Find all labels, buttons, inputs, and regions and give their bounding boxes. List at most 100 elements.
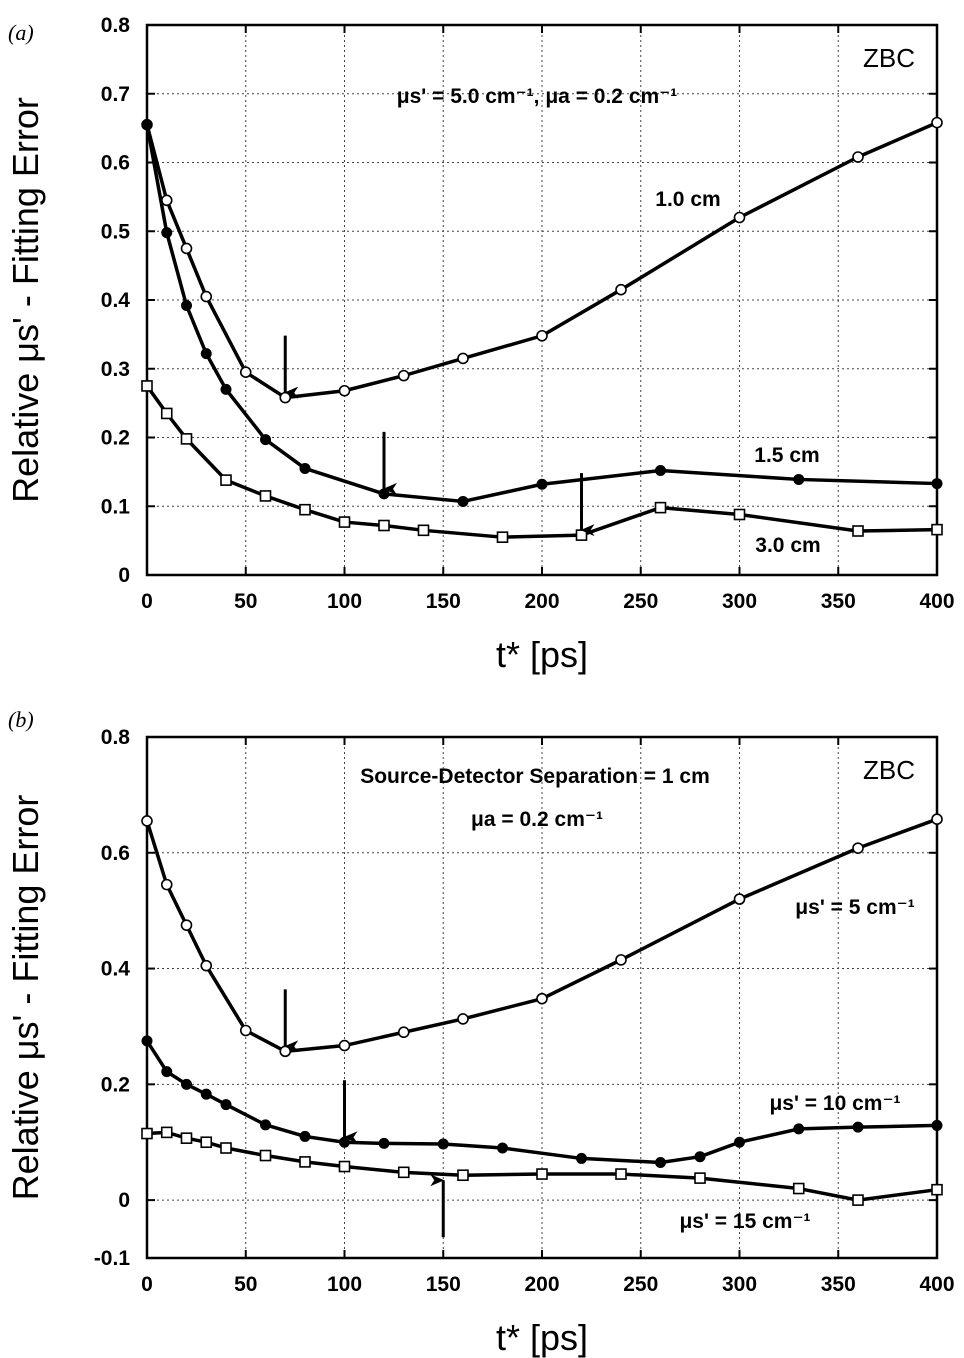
data-point: [378, 488, 390, 500]
data-point: [733, 893, 746, 905]
data-point: [852, 525, 864, 537]
y-tick-label: -0.1: [94, 1247, 131, 1270]
data-point: [931, 523, 943, 536]
boundary-condition-label: ZBC: [863, 43, 915, 73]
data-point: [200, 959, 213, 972]
series-1: [141, 116, 943, 404]
data-point: [576, 1152, 587, 1164]
data-point: [200, 348, 212, 360]
data-point: [536, 329, 548, 342]
x-tick-label: 50: [234, 1273, 257, 1296]
data-point: [931, 478, 943, 490]
data-point: [497, 1142, 508, 1154]
data-point: [220, 383, 232, 395]
data-point: [536, 478, 548, 490]
data-point: [734, 1136, 745, 1148]
x-tick-label: 150: [426, 590, 461, 613]
y-axis-title: Relative μs' - Fitting Error: [5, 795, 46, 1201]
y-tick-label: 0: [118, 1189, 130, 1212]
data-point: [338, 384, 351, 397]
data-point: [161, 227, 173, 239]
y-tick-label: 0: [118, 564, 130, 587]
data-point: [397, 1026, 410, 1039]
series-3: [141, 1126, 943, 1206]
data-point: [655, 465, 666, 476]
series-label-3: μs' = 15 cm⁻¹: [679, 1210, 810, 1233]
data-point: [339, 1136, 350, 1148]
x-tick-label: 400: [919, 1273, 954, 1296]
x-tick-label: 300: [722, 1273, 757, 1296]
data-point: [141, 119, 153, 131]
series-label-2: μs' = 10 cm⁻¹: [769, 1092, 900, 1115]
data-point: [160, 407, 173, 420]
data-point: [338, 1039, 351, 1052]
data-point: [338, 516, 351, 528]
series-2: [141, 1035, 943, 1168]
series-label-2: 1.5 cm: [754, 444, 819, 467]
x-tick-label: 400: [919, 590, 954, 613]
y-tick-label: 0.3: [101, 358, 130, 381]
data-point: [181, 300, 192, 311]
y-tick-label: 0.2: [101, 427, 130, 450]
x-tick-label: 200: [524, 590, 559, 613]
panel-label: (a): [8, 20, 34, 45]
x-tick-label: 250: [623, 590, 658, 613]
data-point: [931, 1119, 943, 1131]
series-label-1: 1.0 cm: [655, 188, 720, 211]
boundary-condition-label: ZBC: [863, 755, 915, 785]
chart-panel-a: (a) 0 50 100 150 200 250 300 350 400 0 0.1 0.2 0.3 0.4…: [5, 14, 955, 675]
y-axis-title: Relative μs' - Fitting Error: [5, 97, 46, 503]
data-point: [141, 1127, 153, 1140]
data-point: [793, 1123, 805, 1135]
data-point: [852, 151, 864, 163]
x-tick-label: 0: [141, 1273, 153, 1296]
data-point: [180, 919, 193, 931]
data-point: [200, 1088, 212, 1100]
data-point: [220, 1099, 232, 1111]
data-point: [615, 1168, 627, 1180]
series-line: [145, 121, 938, 400]
data-point: [181, 1078, 192, 1090]
data-point: [338, 1160, 351, 1173]
data-point: [239, 366, 252, 378]
data-point: [299, 1130, 311, 1142]
grid-lines: [147, 25, 937, 575]
x-tick-label: 150: [426, 1273, 461, 1296]
grid-lines: [147, 737, 937, 1258]
data-point: [160, 1126, 173, 1139]
series-label-1: μs' = 5 cm⁻¹: [795, 896, 914, 919]
data-point: [200, 290, 213, 303]
data-point: [160, 878, 173, 891]
data-point: [792, 1182, 805, 1195]
data-point: [496, 531, 509, 543]
data-point: [260, 434, 271, 446]
y-tick-label: 0.7: [101, 83, 130, 106]
x-tick-label: 100: [327, 1273, 362, 1296]
data-point: [615, 954, 627, 966]
data-point: [260, 1119, 271, 1131]
data-point: [141, 1035, 153, 1047]
y-tick-label: 0.8: [101, 14, 131, 37]
series-1: [141, 813, 943, 1058]
data-point: [141, 380, 153, 392]
series-line: [146, 1130, 938, 1202]
data-point: [161, 1066, 173, 1078]
data-point: [397, 1166, 410, 1179]
data-point: [536, 1168, 548, 1180]
data-point: [733, 211, 746, 224]
data-point: [141, 815, 153, 827]
x-tick-label: 350: [821, 590, 856, 613]
series-line: [145, 817, 938, 1054]
data-point: [417, 524, 430, 537]
x-tick-label: 300: [722, 590, 757, 613]
data-point: [852, 842, 864, 854]
data-point: [931, 116, 943, 129]
data-point: [279, 1045, 292, 1058]
y-tick-label: 0.5: [101, 220, 131, 243]
data-point: [575, 529, 588, 541]
data-point: [733, 508, 746, 521]
data-point: [239, 1024, 252, 1037]
data-point: [437, 1138, 449, 1150]
data-point: [654, 501, 667, 514]
